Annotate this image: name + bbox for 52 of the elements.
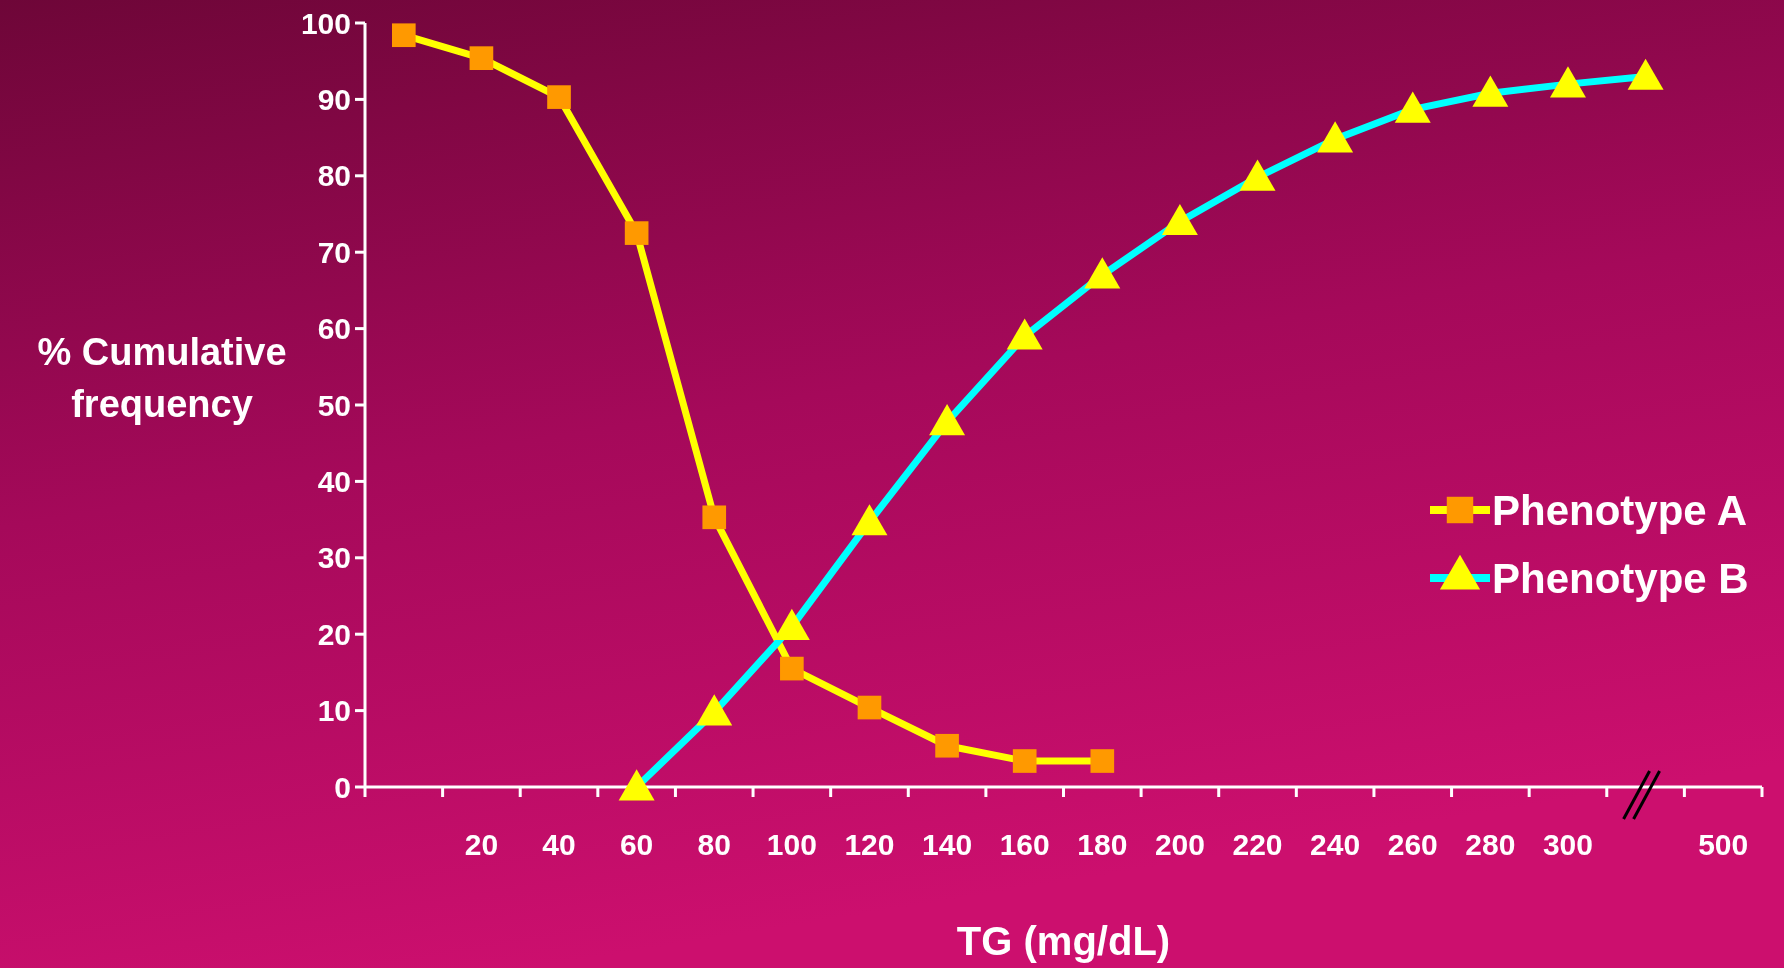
x-tick-label: 200 <box>1154 828 1205 861</box>
point <box>1006 318 1043 350</box>
point <box>1161 203 1198 236</box>
point <box>1472 75 1509 107</box>
x-tick-label: 300 <box>1542 828 1593 861</box>
y-tick-label: 80 <box>317 159 351 193</box>
y-tick-label: 40 <box>317 464 351 498</box>
point <box>618 769 655 801</box>
legend-label: Phenotype A <box>1492 486 1748 534</box>
point <box>1084 257 1121 289</box>
y-tick-label: 20 <box>317 617 351 651</box>
x-tick-label: 500 <box>1698 828 1749 861</box>
point <box>929 404 966 436</box>
point <box>851 504 888 536</box>
y-tick-label: 90 <box>317 82 351 116</box>
point <box>1549 66 1586 98</box>
point <box>935 733 959 758</box>
point <box>1239 159 1276 191</box>
y-axis-title: % Cumulative frequency <box>37 331 287 425</box>
x-tick-label: 280 <box>1465 828 1516 861</box>
point <box>780 656 804 681</box>
point <box>1394 91 1431 123</box>
point <box>624 221 649 245</box>
point <box>1012 749 1037 773</box>
y-tick-label: 70 <box>317 235 351 269</box>
x-tick-label: 140 <box>922 828 973 861</box>
point <box>857 695 882 720</box>
point <box>1090 749 1115 773</box>
x-tick-label: 20 <box>464 828 499 861</box>
x-tick-label: 80 <box>697 828 731 861</box>
x-tick-label: 40 <box>542 828 576 861</box>
y-tick-label: 100 <box>300 6 351 40</box>
point <box>1317 121 1354 153</box>
x-tick-label: 100 <box>766 828 817 861</box>
point <box>1627 58 1664 90</box>
y-tick-label: 0 <box>334 770 351 804</box>
x-tick-label: 120 <box>844 828 895 861</box>
x-tick-label: 220 <box>1232 828 1283 861</box>
point <box>773 608 810 640</box>
legend-label: Phenotype B <box>1492 554 1749 602</box>
x-tick-label: 60 <box>619 828 654 861</box>
y-tick-label: 30 <box>317 541 351 575</box>
x-tick-label: 160 <box>999 828 1050 861</box>
x-tick-label: 260 <box>1387 828 1438 861</box>
x-tick-label: 240 <box>1310 828 1361 861</box>
x-axis-title: TG (mg/dL) <box>956 919 1171 963</box>
y-tick-label: 10 <box>317 694 351 728</box>
x-tick-label: 180 <box>1077 828 1128 861</box>
point <box>696 694 733 726</box>
point <box>702 505 727 530</box>
y-tick-label: 60 <box>317 312 351 346</box>
y-tick-label: 50 <box>317 388 351 422</box>
